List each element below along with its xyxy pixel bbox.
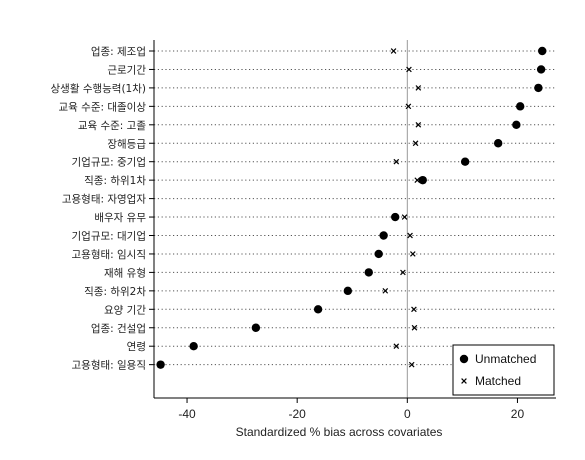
x-tick-label: 20	[511, 407, 525, 421]
unmatched-point	[391, 212, 400, 222]
matched-point	[414, 177, 421, 183]
category-label: 재해 유형	[104, 266, 146, 279]
category-label: 직종: 하위2차	[84, 285, 146, 298]
x-axis: -40 -20 0 20	[149, 40, 556, 421]
matched-point	[393, 158, 400, 165]
matched-point	[407, 232, 413, 239]
legend-label: Unmatched	[475, 352, 536, 366]
category-label: 배우자 유무	[94, 212, 146, 224]
unmatched-point	[251, 323, 261, 332]
matched-point	[411, 306, 417, 313]
category-label: 교육 수준: 고졸	[78, 120, 147, 132]
category-label: 장해등급	[107, 137, 146, 150]
matched-point	[390, 48, 397, 54]
unmatched-point	[538, 46, 547, 56]
category-label: 업종: 건설업	[91, 322, 146, 335]
unmatched-point	[536, 65, 546, 74]
x-tick-label: -20	[289, 407, 307, 421]
x-tick-label: 0	[404, 407, 411, 421]
matched-point	[393, 343, 400, 350]
x-axis-title: Standardized % bias across covariates	[236, 425, 443, 439]
category-label: 상생활 수행능력(1차)	[51, 82, 147, 95]
unmatched-point	[364, 268, 373, 277]
category-label: 근로기간	[107, 64, 146, 76]
unmatched-point	[156, 360, 165, 369]
unmatched-point	[460, 157, 470, 166]
unmatched-point	[534, 83, 543, 93]
unmatched-point	[343, 286, 353, 296]
category-label: 교육 수준: 대졸이상	[59, 101, 147, 113]
unmatched-point	[418, 175, 427, 185]
category-label: 직종: 하위1차	[84, 174, 146, 187]
unmatched-point	[189, 342, 198, 351]
legend: Unmatched Matched	[452, 344, 555, 396]
matched-point	[382, 288, 389, 294]
x-tick-label: -40	[178, 407, 196, 421]
unmatched-point	[512, 120, 521, 129]
legend-box	[452, 344, 555, 396]
unmatched-point	[313, 305, 323, 314]
data-marks	[156, 46, 547, 369]
matched-point	[405, 103, 412, 110]
category-label: 업종: 제조업	[91, 45, 146, 58]
matched-point	[415, 85, 422, 91]
unmatched-point	[374, 249, 383, 259]
matched-point	[411, 324, 418, 331]
category-label: 요양 기간	[104, 304, 146, 316]
legend-marker-matched	[461, 378, 467, 384]
category-label: 기업규모: 중기업	[72, 156, 147, 169]
matched-point	[400, 269, 406, 276]
category-label: 기업규모: 대기업	[72, 230, 147, 243]
matched-point	[406, 66, 412, 73]
category-label: 고용형태: 자영업자	[62, 193, 146, 206]
category-label: 고용형태: 임시직	[72, 248, 147, 261]
matched-point	[408, 361, 415, 368]
unmatched-point	[493, 139, 503, 148]
unmatched-point	[379, 231, 388, 240]
matched-point	[415, 121, 422, 128]
matched-point	[401, 214, 408, 220]
category-label: 연령	[127, 341, 146, 353]
unmatched-point	[516, 102, 525, 111]
matched-point	[412, 140, 419, 147]
legend-marker-unmatched	[459, 354, 469, 364]
legend-label: Matched	[475, 374, 521, 388]
matched-point	[409, 251, 416, 257]
category-label: 고용형태: 일용직	[72, 359, 147, 372]
